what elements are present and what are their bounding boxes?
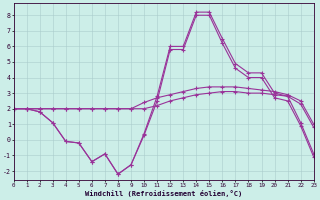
- X-axis label: Windchill (Refroidissement éolien,°C): Windchill (Refroidissement éolien,°C): [85, 190, 242, 197]
